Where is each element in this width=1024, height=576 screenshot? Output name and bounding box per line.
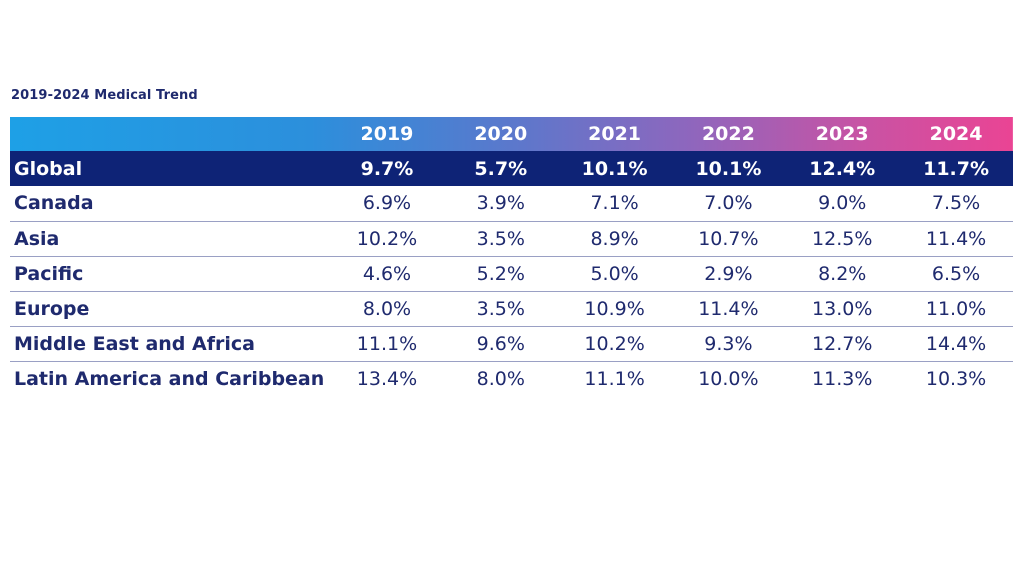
value-cell: 10.1% — [581, 157, 648, 180]
value-cell: 7.5% — [899, 186, 1013, 222]
value-cell: 10.1% — [695, 157, 762, 180]
table-row: Europe 8.0% 3.5% 10.9% 11.4% 13.0% 11.0% — [10, 291, 1013, 327]
header-corner-cell — [10, 117, 330, 151]
table-row: Latin America and Caribbean 13.4% 8.0% 11.1… — [10, 361, 1013, 396]
value-cell: 8.9% — [557, 221, 672, 257]
column-header: 2020 — [474, 123, 528, 145]
value-cell: 9.0% — [785, 186, 900, 222]
value-cell: 11.7% — [923, 157, 990, 180]
table-body: Global 9.7% 5.7% 10.1% 10.1% 12.4% 11.7% Canada… — [10, 151, 1013, 396]
table-row: Asia 10.2% 3.5% 8.9% 10.7% 12.5% 11.4% — [10, 221, 1013, 257]
header-row: 2019 2020 2021 2022 2023 2024 — [10, 117, 1013, 151]
value-cell: 11.0% — [899, 291, 1013, 327]
value-cell: 8.0% — [330, 291, 444, 327]
region-label: Latin America and Caribbean — [14, 367, 325, 390]
value-cell: 8.0% — [476, 367, 525, 390]
value-cell: 3.5% — [443, 221, 558, 257]
region-label: Global — [14, 157, 83, 180]
value-cell: 6.9% — [330, 186, 444, 222]
value-cell: 5.2% — [443, 256, 558, 292]
column-header: 2022 — [701, 123, 755, 145]
value-cell: 12.5% — [785, 221, 900, 257]
value-cell: 11.1% — [330, 326, 444, 362]
medical-trend-table: 2019 2020 2021 2022 2023 2024 Global 9.7%… — [10, 117, 1013, 396]
column-header: 2021 — [588, 123, 642, 145]
column-header: 2019 — [360, 123, 414, 145]
value-cell: 11.1% — [584, 367, 645, 390]
value-cell: 9.3% — [671, 326, 786, 362]
value-cell: 10.2% — [557, 326, 672, 362]
value-cell: 7.0% — [671, 186, 786, 222]
value-cell: 7.1% — [557, 186, 672, 222]
value-cell: 10.0% — [698, 367, 759, 390]
value-cell: 10.7% — [671, 221, 786, 257]
value-cell: 11.4% — [899, 221, 1013, 257]
value-cell: 9.6% — [443, 326, 558, 362]
value-cell: 2.9% — [671, 256, 786, 292]
region-label: Middle East and Africa — [10, 326, 331, 362]
value-cell: 10.9% — [557, 291, 672, 327]
value-cell: 10.2% — [330, 221, 444, 257]
value-cell: 5.0% — [557, 256, 672, 292]
value-cell: 8.2% — [785, 256, 900, 292]
value-cell: 14.4% — [899, 326, 1013, 362]
value-cell: 3.9% — [443, 186, 558, 222]
value-cell: 4.6% — [330, 256, 444, 292]
value-cell: 12.7% — [785, 326, 900, 362]
value-cell: 5.7% — [474, 157, 528, 180]
table-row: Pacific 4.6% 5.2% 5.0% 2.9% 8.2% 6.5% — [10, 256, 1013, 292]
value-cell: 13.4% — [356, 367, 418, 390]
value-cell: 9.7% — [360, 157, 414, 180]
region-label: Canada — [10, 186, 331, 222]
region-label: Pacific — [10, 256, 331, 292]
value-cell: 11.3% — [812, 367, 873, 390]
column-header: 2024 — [929, 123, 983, 145]
table-title: 2019-2024 Medical Trend — [11, 88, 198, 103]
region-label: Europe — [10, 291, 331, 327]
value-cell: 10.3% — [925, 367, 987, 390]
value-cell: 11.4% — [671, 291, 786, 327]
value-cell: 13.0% — [785, 291, 900, 327]
global-row: Global 9.7% 5.7% 10.1% 10.1% 12.4% 11.7% — [10, 151, 1013, 186]
column-header: 2023 — [815, 123, 869, 145]
value-cell: 3.5% — [443, 291, 558, 327]
table-row: Middle East and Africa 11.1% 9.6% 10.2% 9.3%… — [10, 326, 1013, 362]
value-cell: 12.4% — [809, 157, 876, 180]
value-cell: 6.5% — [899, 256, 1013, 292]
region-label: Asia — [10, 221, 331, 257]
table-row: Canada 6.9% 3.9% 7.1% 7.0% 9.0% 7.5% — [10, 186, 1013, 222]
